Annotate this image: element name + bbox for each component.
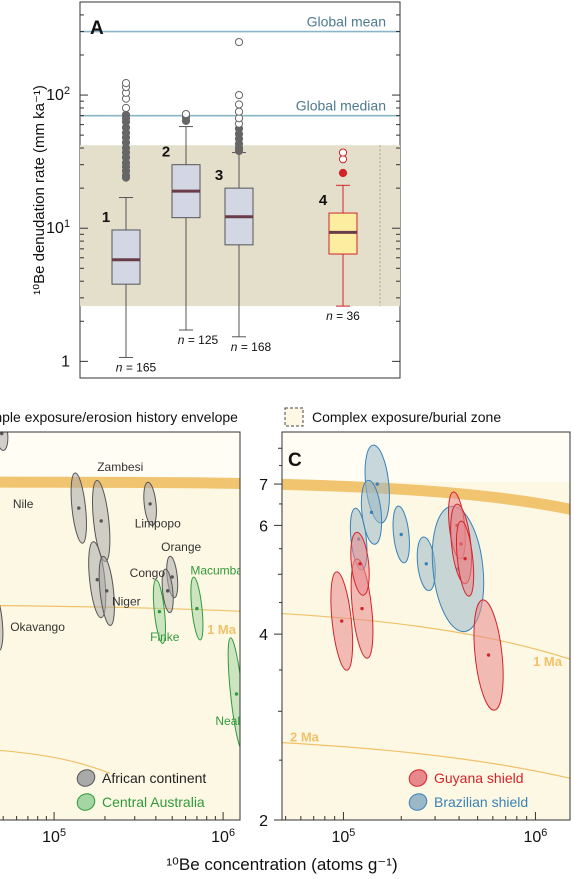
legend-label: Central Australia: [102, 794, 205, 810]
age-label-2ma: 2 Ma: [290, 730, 320, 745]
y-tick-label: 6: [259, 518, 268, 535]
panel-c-frame: [281, 431, 571, 821]
legend-swatch-complex: [284, 407, 304, 427]
panel-c: 1 Ma 2 Ma 105 106 2 4 6 7 Guyana shield Brazilia…: [259, 431, 571, 846]
y-tick-label: 1: [61, 353, 70, 370]
data-point: [99, 519, 103, 523]
river-label: Limpopo: [135, 517, 181, 531]
age-label-1ma: 1 Ma: [533, 654, 563, 669]
steady-state-band: [282, 478, 570, 515]
age-line-1ma: [0, 605, 240, 612]
data-point: [195, 606, 199, 611]
x-tick-label: 105: [42, 827, 66, 846]
age-line-2ma: [282, 742, 570, 779]
legend-swatch: [408, 793, 428, 811]
legend-label: African continent: [102, 770, 206, 786]
data-point: [165, 589, 170, 593]
river-label: Congo: [130, 566, 166, 580]
outlier-point: [234, 37, 244, 47]
group-number: 1: [102, 209, 110, 226]
river-label: Nile: [13, 497, 34, 511]
group-number: 4: [319, 192, 328, 209]
y-tick-label: 2: [259, 813, 268, 830]
river-label: Finke: [150, 630, 180, 644]
data-ellipse: [0, 590, 4, 652]
legend-label: Guyana shield: [434, 770, 524, 786]
outlier-point: [234, 107, 244, 116]
river-label: Nile: [13, 419, 34, 433]
panel-a: Global mean Global median 1 n = 165 2 n = 125…: [31, 1, 401, 379]
panel-a-label: A: [90, 18, 104, 39]
river-label: Orange: [161, 540, 201, 554]
data-point: [463, 556, 467, 561]
data-point: [148, 502, 152, 506]
data-point: [424, 562, 428, 566]
panel-a-ylabel: ¹⁰Be denudation rate (mm ka⁻¹): [31, 85, 48, 295]
age-label-1ma: 1 Ma: [207, 622, 237, 637]
data-point: [95, 578, 99, 582]
x-axis-label: ¹⁰Be concentration (atoms g⁻¹): [166, 855, 397, 874]
data-point: [340, 619, 344, 623]
n-label: n = 36: [326, 309, 360, 323]
age-line-2ma: [0, 749, 111, 774]
outlier-point: [181, 109, 191, 119]
legend-label: Brazilian shield: [434, 794, 528, 810]
data-point: [77, 506, 81, 510]
x-tick-label: 106: [524, 827, 548, 846]
data-point: [157, 609, 162, 614]
river-label: Neales: [215, 714, 252, 728]
panel-b-frame: [0, 431, 241, 821]
n-label: n = 168: [231, 340, 272, 354]
data-point: [399, 532, 403, 537]
legend-envelope-simple: Simple exposure/erosion history envelope: [0, 409, 238, 425]
data-point: [0, 432, 4, 436]
n-label: n = 125: [178, 333, 219, 347]
data-point: [360, 606, 364, 611]
data-point: [375, 482, 379, 486]
river-label: Zambesi: [97, 460, 143, 474]
river-label: Macumba: [190, 563, 243, 577]
y-tick-label: 102: [46, 85, 70, 104]
data-point: [486, 653, 491, 657]
n-label: n = 165: [116, 360, 157, 374]
reference-line-label: Global mean: [307, 14, 386, 30]
legend-swatch: [76, 793, 96, 811]
x-tick-label: 105: [332, 827, 356, 846]
outlier-point: [338, 168, 348, 178]
legend-swatch: [408, 769, 428, 787]
river-label: Niger: [112, 595, 141, 609]
data-point: [358, 562, 362, 566]
y-tick-label: 7: [259, 477, 268, 494]
outlier-point: [121, 103, 131, 113]
outlier-point: [121, 78, 131, 88]
panel-b: Nile Zambesi Nile Limpopo Orange Congo Macumba…: [0, 419, 252, 846]
complex-zone: [0, 482, 240, 820]
reference-line-label: Global median: [296, 98, 386, 114]
envelope-legend: Simple exposure/erosion history envelope…: [0, 407, 501, 427]
age-line-1ma: [282, 612, 570, 660]
data-point: [234, 692, 239, 696]
panel-c-label: C: [288, 450, 302, 471]
data-point: [369, 510, 374, 515]
box: [111, 229, 141, 285]
y-tick-label: 4: [259, 627, 268, 644]
outlier-point: [121, 110, 131, 119]
x-tick-label: 106: [211, 827, 235, 846]
data-point: [170, 575, 174, 579]
legend-envelope-complex: Complex exposure/burial zone: [312, 409, 501, 425]
outlier-point: [234, 90, 244, 100]
group-number: 3: [215, 167, 223, 184]
outlier-point: [338, 148, 348, 157]
steady-state-band: [0, 476, 240, 489]
river-label: Okavango: [10, 620, 65, 634]
group-number: 2: [162, 144, 170, 161]
data-point: [105, 589, 109, 593]
outlier-point: [234, 100, 244, 109]
legend-swatch: [76, 769, 96, 787]
y-tick-label: 101: [46, 218, 70, 237]
